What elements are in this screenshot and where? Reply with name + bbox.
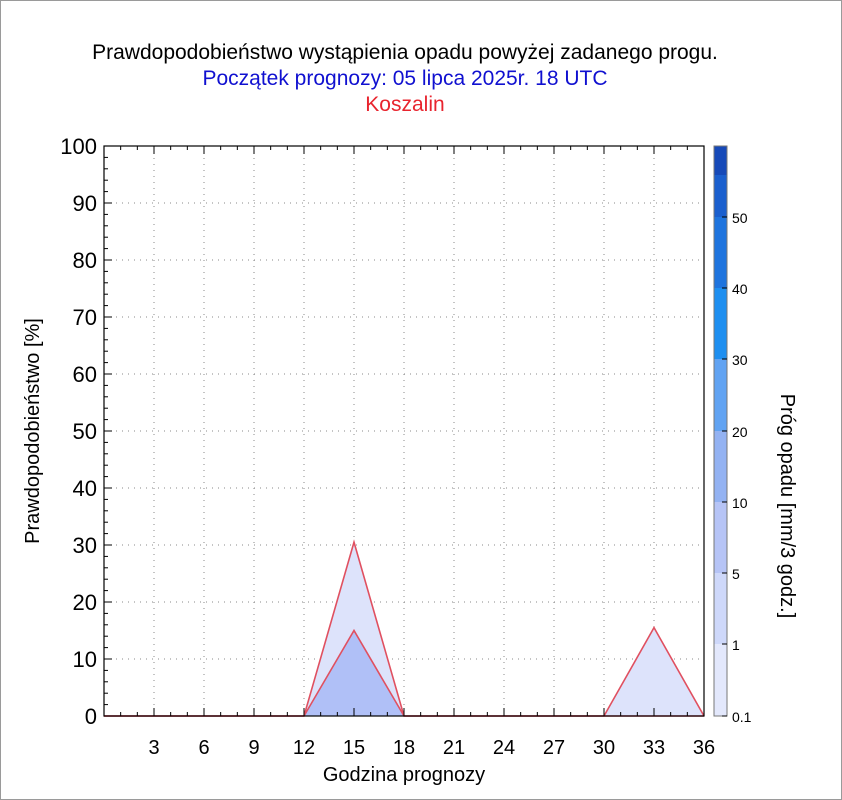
y-tick-label: 50: [73, 419, 97, 444]
x-axis-label: Godzina prognozy: [323, 764, 485, 786]
colorbar-label: 0.1: [732, 709, 752, 725]
colorbar-label: 10: [732, 495, 748, 511]
axes: 3 6 9 12 15 18 21 24 27 30 33 360102030405060708090…: [60, 134, 715, 759]
colorbar-segment: [714, 146, 727, 175]
colorbar-segment: [714, 175, 727, 217]
x-tick-label: 15: [343, 737, 365, 759]
area-threshold-0: [104, 542, 704, 716]
colorbar-segment: [714, 431, 727, 502]
x-tick-label: 33: [643, 737, 665, 759]
x-tick-label: 24: [493, 737, 515, 759]
chart-subtitle: Początek prognozy: 05 lipca 2025r. 18 UT…: [202, 67, 608, 90]
y-tick-label: 90: [73, 191, 97, 216]
colorbar-segment: [714, 359, 727, 431]
colorbar-axis-label: Próg opadu [mm/3 godz.]: [776, 394, 798, 619]
colorbar-segment: [714, 502, 727, 573]
x-tick-label: 27: [543, 737, 565, 759]
chart-title: Prawdopodobieństwo wystąpienia opadu pow…: [92, 41, 718, 64]
colorbar-segment: [714, 288, 727, 359]
x-tick-label: 21: [443, 737, 465, 759]
colorbar-label: 1: [732, 637, 740, 653]
grid: [104, 146, 704, 716]
y-tick-label: 30: [73, 533, 97, 558]
colorbar-label: 5: [732, 566, 740, 582]
probability-areas: [104, 539, 705, 717]
colorbar-segment: [714, 573, 727, 644]
y-tick-label: 0: [85, 704, 97, 729]
x-tick-label: 18: [393, 737, 415, 759]
y-tick-label: 80: [73, 248, 97, 273]
x-tick-label: 9: [248, 737, 259, 759]
y-tick-label: 60: [73, 362, 97, 387]
series-line-0: [104, 539, 705, 717]
title-block: Prawdopodobieństwo wystąpienia opadu pow…: [0, 40, 810, 118]
y-tick-label: 20: [73, 590, 97, 615]
y-tick-label: 10: [73, 647, 97, 672]
threshold-colorbar: 0.1 1 5 10 20 30 40 50: [713, 145, 752, 725]
y-axis-label: Prawdopodobieństwo [%]: [22, 318, 44, 544]
x-tick-label: 30: [593, 737, 615, 759]
x-tick-label: 12: [293, 737, 315, 759]
colorbar-label: 20: [732, 424, 748, 440]
colorbar-label: 30: [732, 352, 748, 368]
y-tick-label: 100: [60, 134, 97, 159]
x-tick-label: 6: [198, 737, 209, 759]
x-tick-label: 3: [148, 737, 159, 759]
x-tick-label: 36: [693, 737, 715, 759]
colorbar-segment: [714, 217, 727, 288]
colorbar-segment: [714, 644, 727, 716]
y-tick-label: 70: [73, 305, 97, 330]
colorbar-label: 50: [732, 210, 748, 226]
location-label: Koszalin: [365, 93, 445, 116]
colorbar-label: 40: [732, 281, 748, 297]
y-tick-label: 40: [73, 476, 97, 501]
